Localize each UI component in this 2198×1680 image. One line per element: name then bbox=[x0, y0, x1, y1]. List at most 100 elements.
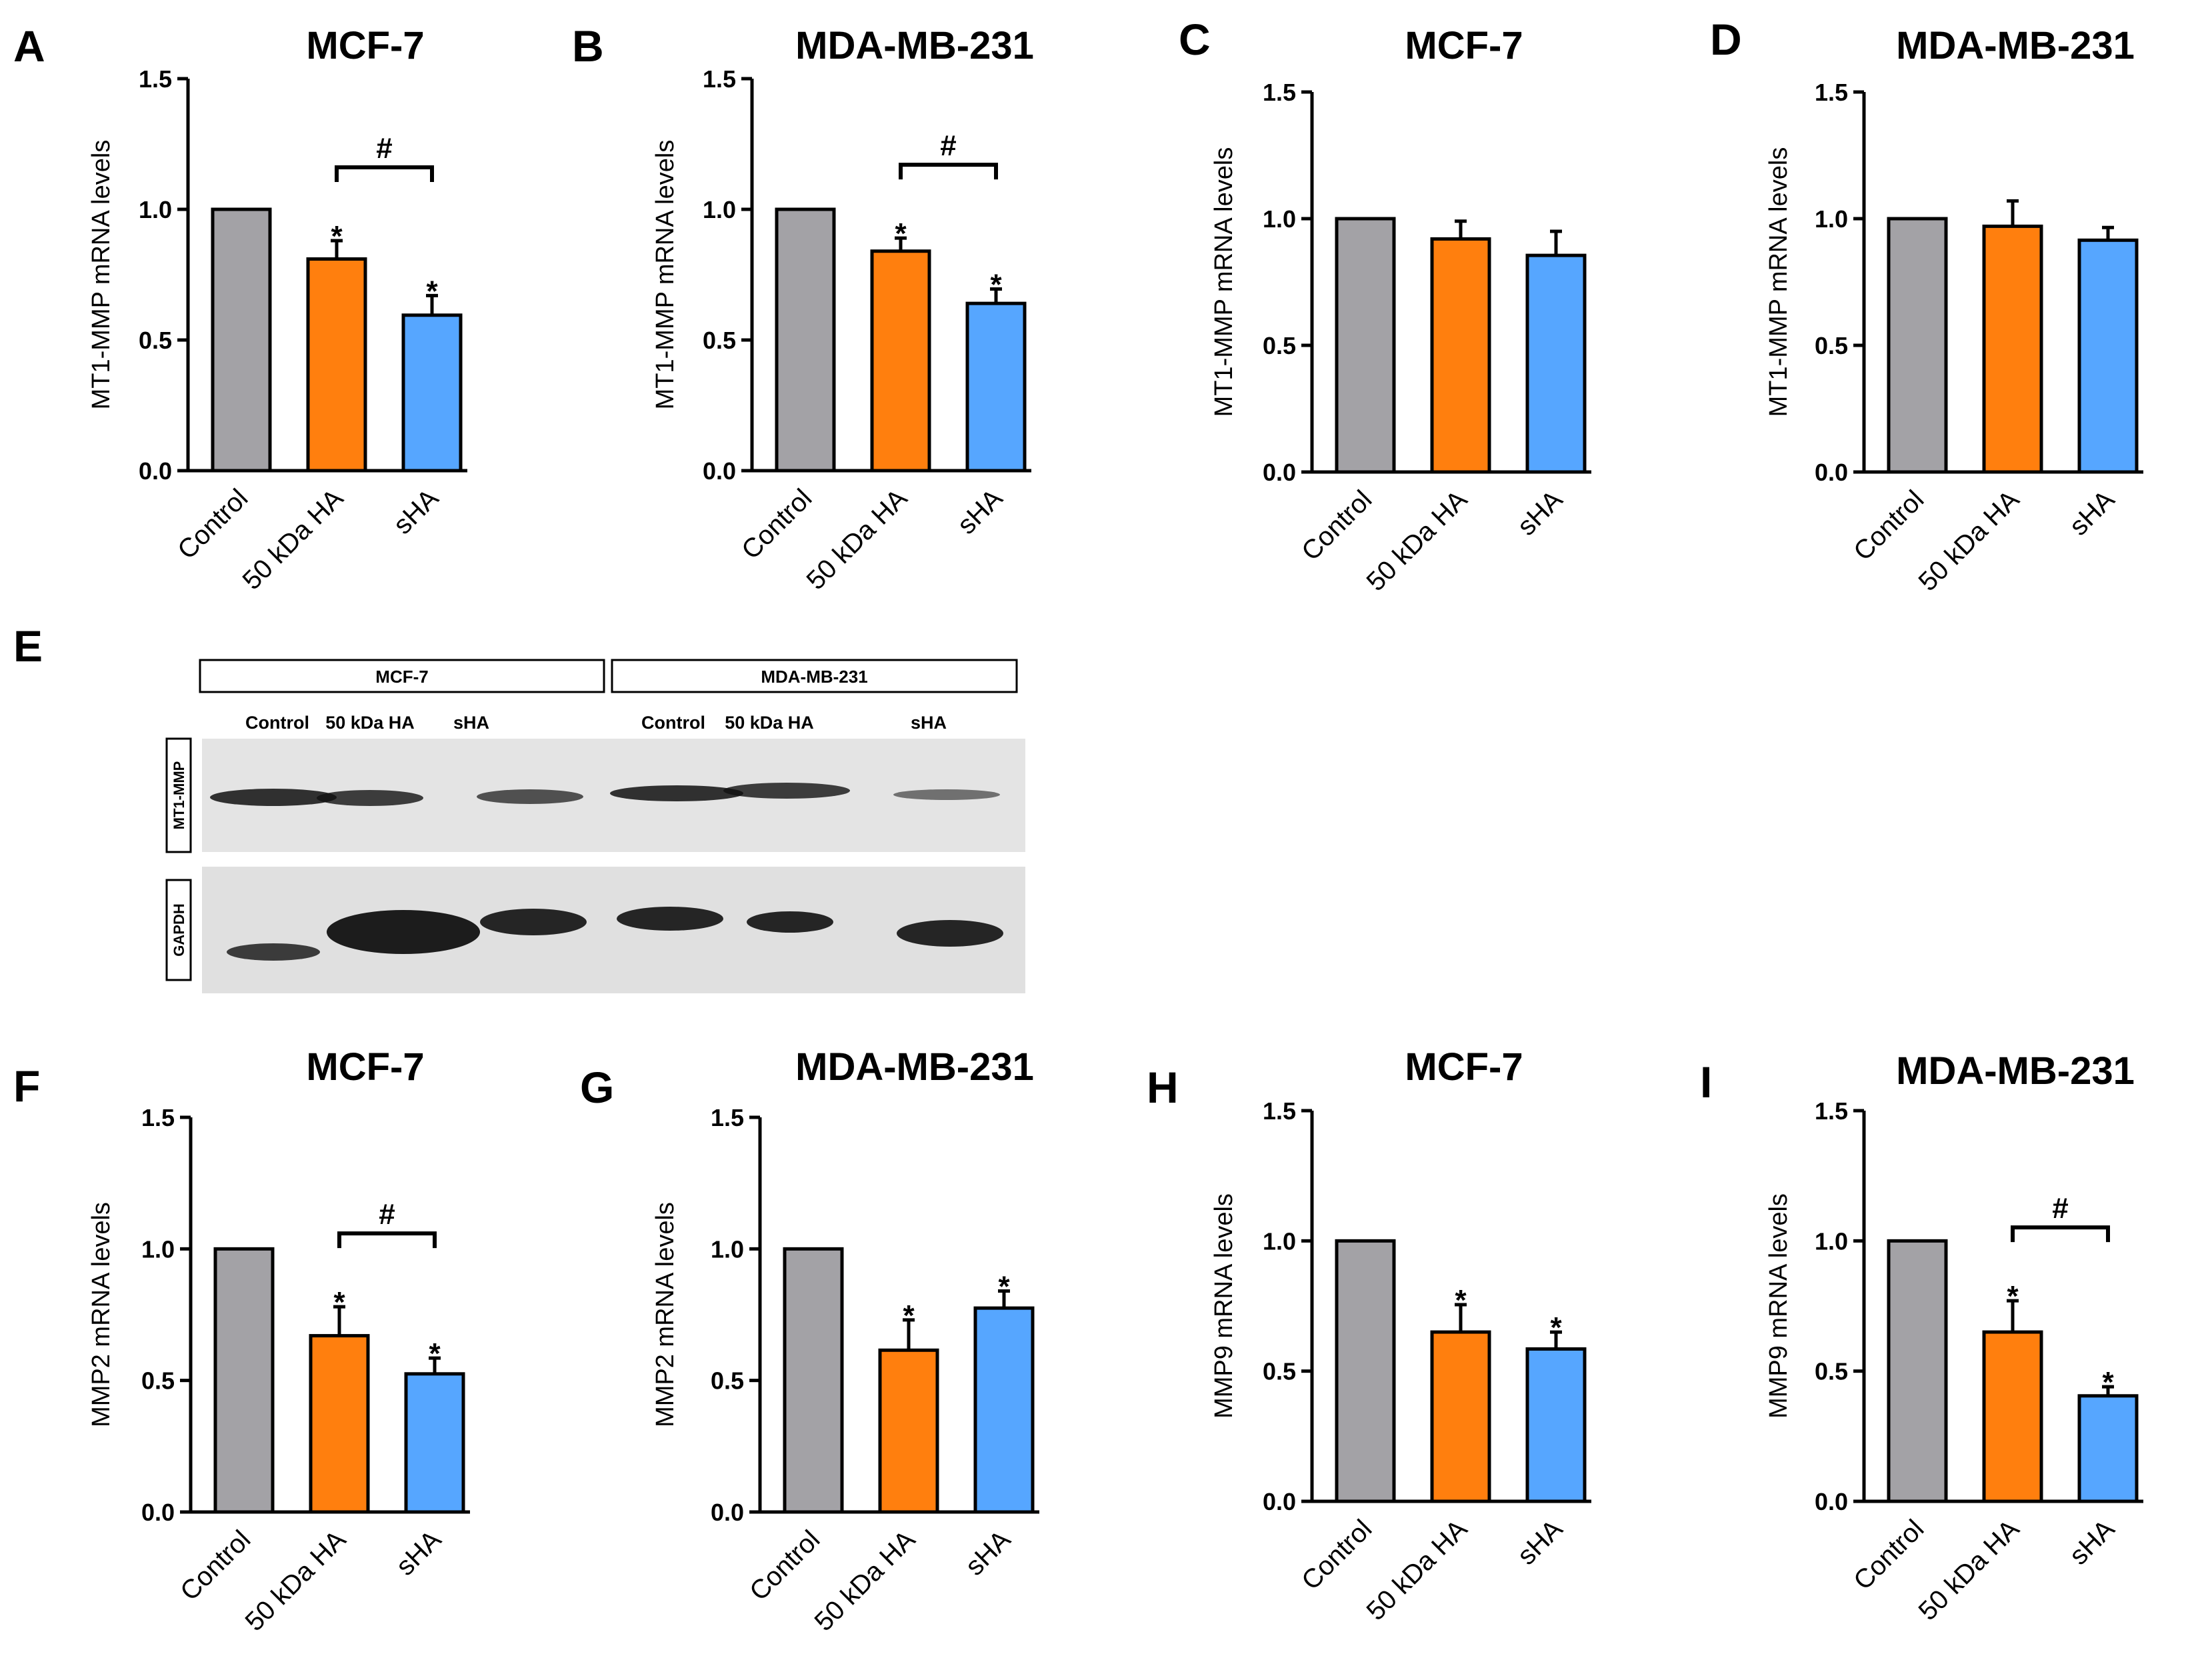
x-category-label: 50 kDa HA bbox=[1913, 485, 2025, 597]
chart-title: MCF-7 bbox=[1405, 24, 1523, 67]
blot-band bbox=[317, 790, 423, 806]
significance-star: * bbox=[331, 220, 343, 253]
bar bbox=[309, 1334, 370, 1514]
panel-letter: B bbox=[572, 21, 604, 71]
x-category-label: Control bbox=[1848, 1514, 1929, 1595]
bar bbox=[1525, 1347, 1587, 1503]
blot-column-label: sHA bbox=[453, 713, 489, 733]
y-axis-label: MT1-MMP mRNA levels bbox=[651, 140, 679, 410]
x-category-label: 50 kDa HA bbox=[1361, 485, 1473, 597]
y-tick-label: 0.0 bbox=[1815, 459, 1848, 486]
blot-group-box bbox=[199, 659, 605, 693]
x-category-label: 50 kDa HA bbox=[1913, 1514, 2025, 1626]
chart-title: MDA-MB-231 bbox=[1896, 24, 2135, 67]
x-category-label: Control bbox=[172, 483, 253, 565]
y-tick-label: 1.0 bbox=[711, 1235, 744, 1263]
y-tick-label: 1.0 bbox=[139, 196, 172, 223]
bracket-symbol: # bbox=[376, 132, 392, 165]
bar bbox=[306, 257, 367, 473]
blot-band bbox=[210, 789, 337, 806]
blot-band bbox=[480, 909, 587, 935]
significance-star: * bbox=[895, 217, 907, 250]
significance-star: * bbox=[426, 275, 438, 307]
significance-star: * bbox=[429, 1337, 441, 1370]
bar bbox=[2077, 238, 2139, 474]
significance-bracket bbox=[2011, 1225, 2110, 1243]
y-tick-label: 1.0 bbox=[1815, 205, 1848, 233]
significance-bracket bbox=[899, 163, 998, 180]
x-category-label: 50 kDa HA bbox=[1361, 1514, 1473, 1626]
bar bbox=[1982, 224, 2043, 474]
x-category-label: 50 kDa HA bbox=[809, 1525, 921, 1637]
bar bbox=[1887, 217, 1948, 474]
y-tick-label: 1.5 bbox=[141, 1104, 175, 1131]
y-tick-label: 1.5 bbox=[711, 1104, 744, 1131]
bar bbox=[1335, 1239, 1396, 1503]
x-category-label: sHA bbox=[952, 483, 1009, 540]
x-category-label: 50 kDa HA bbox=[239, 1525, 351, 1637]
y-tick-label: 1.0 bbox=[141, 1235, 175, 1263]
y-tick-label: 1.5 bbox=[703, 65, 736, 93]
blot-group-label: MCF-7 bbox=[375, 667, 428, 687]
x-category-label: 50 kDa HA bbox=[237, 483, 349, 595]
bar bbox=[2077, 1394, 2139, 1503]
chart-title: MDA-MB-231 bbox=[1896, 1049, 2135, 1093]
x-category-label: sHA bbox=[1512, 485, 1569, 541]
y-tick-label: 0.5 bbox=[1263, 1358, 1296, 1385]
bar bbox=[870, 249, 931, 473]
y-axis-label: MMP9 mRNA levels bbox=[1765, 1193, 1793, 1419]
bracket-symbol: # bbox=[2052, 1192, 2068, 1225]
bar bbox=[213, 1247, 275, 1514]
blot-band bbox=[617, 907, 723, 931]
chart-panel-g: G MDA-MB-231 0.0 0.5 1.0 1.5 MMP2 mRNA levels C… bbox=[580, 1045, 1039, 1637]
y-tick-label: 0.0 bbox=[141, 1499, 175, 1526]
x-category-label: Control bbox=[736, 483, 817, 565]
blot-band bbox=[327, 910, 480, 954]
bar bbox=[1982, 1330, 2043, 1503]
blot-band bbox=[747, 911, 833, 933]
y-axis-label: MMP2 mRNA levels bbox=[651, 1202, 679, 1427]
panel-letter: E bbox=[13, 621, 43, 671]
bar bbox=[878, 1348, 939, 1514]
y-tick-label: 0.0 bbox=[1263, 459, 1296, 486]
blot-row-label-box bbox=[165, 879, 192, 981]
y-tick-label: 0.5 bbox=[141, 1367, 175, 1395]
y-tick-label: 1.5 bbox=[1263, 1097, 1296, 1125]
y-tick-label: 1.5 bbox=[139, 65, 172, 93]
panel-letter: C bbox=[1179, 15, 1211, 64]
panel-letter: G bbox=[580, 1063, 614, 1112]
blot-band bbox=[893, 789, 1000, 800]
chart-title: MCF-7 bbox=[306, 1045, 424, 1089]
chart-panel-i: I MDA-MB-231 0.0 0.5 1.0 1.5 MMP9 mRNA levels C… bbox=[1700, 1049, 2143, 1626]
y-tick-label: 1.0 bbox=[1263, 205, 1296, 233]
x-category-label: Control bbox=[1296, 485, 1377, 566]
significance-bracket bbox=[335, 165, 434, 183]
blot-column-label: Control bbox=[641, 713, 705, 733]
chart-panel-h: H MCF-7 0.0 0.5 1.0 1.5 MMP9 mRNA levels Contro… bbox=[1147, 1045, 1591, 1626]
significance-star: * bbox=[998, 1270, 1010, 1303]
blot-column-label: Control bbox=[245, 713, 309, 733]
chart-title: MDA-MB-231 bbox=[795, 24, 1034, 67]
blot-band bbox=[897, 920, 1003, 947]
y-tick-label: 0.0 bbox=[711, 1499, 744, 1526]
significance-star: * bbox=[1550, 1311, 1562, 1344]
bracket-symbol: # bbox=[940, 129, 956, 162]
x-category-label: sHA bbox=[1512, 1514, 1569, 1571]
significance-star: * bbox=[333, 1286, 345, 1319]
blot-group-box bbox=[611, 659, 1018, 693]
x-category-label: Control bbox=[175, 1525, 256, 1606]
significance-star: * bbox=[1455, 1284, 1467, 1317]
bar bbox=[401, 313, 463, 473]
blot-band bbox=[477, 789, 583, 804]
x-category-label: sHA bbox=[960, 1525, 1017, 1581]
panel-letter: D bbox=[1710, 15, 1742, 64]
bar bbox=[783, 1247, 844, 1514]
y-tick-label: 0.0 bbox=[703, 457, 736, 485]
bar bbox=[1335, 217, 1396, 474]
blot-column-label: 50 kDa HA bbox=[325, 713, 415, 733]
chart-panel-c: C MCF-7 0.0 0.5 1.0 1.5 MT1-MMP mRNA levels Con… bbox=[1179, 15, 1591, 597]
chart-panel-b: B MDA-MB-231 0.0 0.5 1.0 1.5 MT1-MMP mRNA leve… bbox=[572, 21, 1034, 595]
y-tick-label: 0.5 bbox=[703, 327, 736, 354]
significance-bracket bbox=[337, 1231, 437, 1249]
